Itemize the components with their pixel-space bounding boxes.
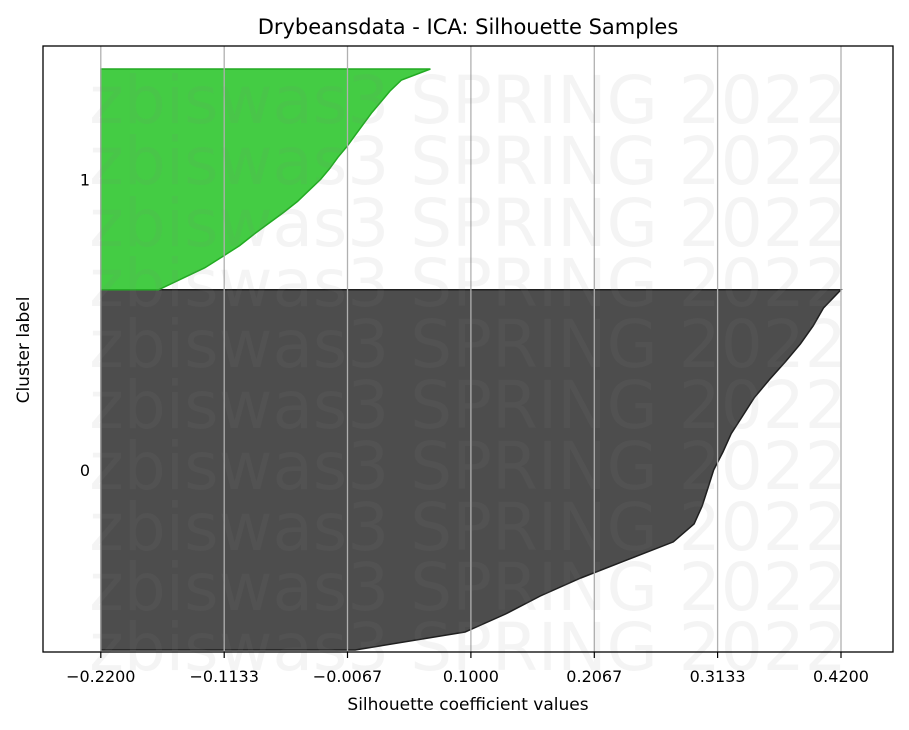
cluster-label-0: 0: [80, 461, 90, 480]
cluster-labels: 01: [80, 170, 90, 480]
x-axis-ticks: −0.2200 −0.1133 −0.0067 0.1000 0.2067 0.3133 0…: [66, 652, 869, 686]
watermark-text: zbiswas3 SPRING 2022: [89, 185, 847, 262]
watermark-text: zbiswas3 SPRING 2022: [89, 428, 847, 505]
watermark-text: zbiswas3 SPRING 2022: [89, 609, 847, 686]
cluster-label-1: 1: [80, 170, 90, 189]
x-tick-label: 0.3133: [690, 667, 746, 686]
x-tick-label: −0.2200: [66, 667, 135, 686]
y-axis-label: Cluster label: [14, 297, 34, 404]
watermark-text: zbiswas3 SPRING 2022: [89, 245, 847, 322]
x-tick-label: 0.2067: [566, 667, 622, 686]
plot-frame: [42, 45, 894, 653]
watermark-text: zbiswas3 SPRING 2022: [89, 62, 847, 139]
plot-area: [100, 46, 843, 652]
x-tick-label: 0.1000: [443, 667, 499, 686]
watermark-text: zbiswas3 SPRING 2022: [89, 489, 847, 566]
x-axis-label: Silhouette coefficient values: [347, 695, 588, 715]
x-tick-label: 0.4200: [813, 667, 869, 686]
x-tick-label: −0.1133: [190, 667, 259, 686]
x-tick-label: −0.0067: [313, 667, 382, 686]
chart-title: Drybeansdata - ICA: Silhouette Samples: [258, 15, 679, 39]
watermark-text: zbiswas3 SPRING 2022: [89, 549, 847, 626]
watermark-text: zbiswas3 SPRING 2022: [89, 367, 847, 444]
watermark-text: zbiswas3 SPRING 2022: [89, 306, 847, 383]
watermark-text: zbiswas3 SPRING 2022: [89, 123, 847, 200]
